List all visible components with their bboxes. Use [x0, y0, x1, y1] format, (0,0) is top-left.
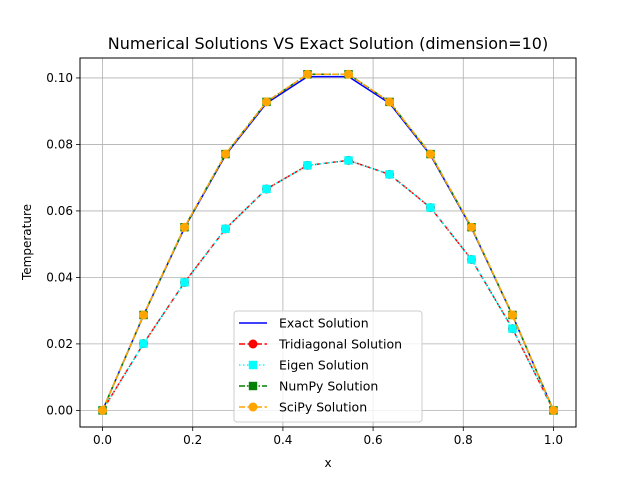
x-axis-label: x: [324, 456, 331, 470]
data-point: [385, 170, 394, 179]
legend-item-exact-solution: Exact Solution: [239, 316, 369, 331]
data-point: [344, 69, 354, 79]
y-tick-label: 0.10: [46, 71, 73, 85]
series-line-scipy-solution: [101, 73, 555, 411]
axis-ticks: 0.0 0.2 0.4 0.6 0.8 1.0 0.00 0.02 0.04 0.06 0.08 0.…: [46, 71, 563, 447]
data-point: [139, 339, 148, 348]
legend-marker: [248, 360, 258, 370]
legend-item-scipy-solution: SciPy Solution: [239, 400, 367, 415]
data-point: [98, 405, 108, 415]
x-tick-label: 0.4: [273, 433, 292, 447]
y-tick-label: 0.02: [46, 337, 73, 351]
legend-item-tridiagonal-solution: Tridiagonal Solution: [239, 337, 402, 352]
legend-label: Exact Solution: [279, 316, 369, 331]
data-point: [466, 222, 476, 232]
data-point: [221, 149, 231, 159]
x-tick-label: 0.8: [454, 433, 473, 447]
data-point: [180, 278, 189, 287]
y-axis-label: Temperature: [20, 204, 34, 281]
legend-item-eigen-solution: Eigen Solution: [239, 358, 369, 373]
legend-label: SciPy Solution: [279, 400, 367, 415]
data-point: [425, 149, 435, 159]
x-tick-label: 1.0: [544, 433, 563, 447]
data-point: [180, 222, 190, 232]
x-tick-label: 0.6: [364, 433, 383, 447]
data-point: [548, 405, 558, 415]
legend-marker: [248, 381, 258, 391]
chart-title: Numerical Solutions VS Exact Solution (d…: [108, 34, 548, 53]
legend-label: NumPy Solution: [279, 379, 378, 394]
series-line-eigen-solution: [101, 159, 555, 411]
data-point: [302, 69, 312, 79]
legend-item-numpy-solution: NumPy Solution: [239, 379, 378, 394]
y-tick-label: 0.06: [46, 204, 73, 218]
y-tick-label: 0.08: [46, 137, 73, 151]
data-point: [426, 203, 435, 212]
data-point: [344, 156, 353, 165]
data-point: [221, 224, 230, 234]
data-point: [261, 97, 271, 107]
data-point: [467, 255, 476, 264]
series-scipy-solution: [98, 69, 558, 415]
data-point: [262, 184, 271, 194]
legend: Exact Solution Tridiagonal Solution Eigen …: [233, 310, 423, 423]
data-point: [507, 310, 517, 320]
plot-frame: [79, 57, 577, 428]
data-point: [139, 310, 149, 320]
data-point: [385, 97, 395, 107]
x-tick-label: 0.0: [93, 433, 112, 447]
legend-marker: [248, 339, 258, 349]
x-tick-label: 0.2: [183, 433, 202, 447]
legend-box: [233, 310, 423, 423]
legend-marker: [248, 402, 258, 412]
data-point: [508, 324, 517, 333]
legend-label: Eigen Solution: [279, 358, 369, 373]
data-point: [303, 161, 312, 170]
legend-label: Tridiagonal Solution: [278, 337, 402, 352]
y-tick-label: 0.04: [46, 270, 73, 284]
y-tick-label: 0.00: [46, 403, 73, 417]
series-layer: [98, 69, 558, 415]
